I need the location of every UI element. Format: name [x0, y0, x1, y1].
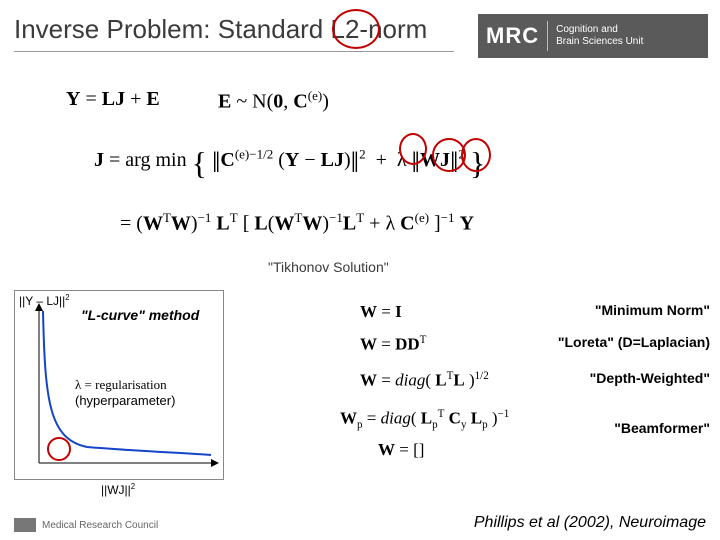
w-eq-beamformer-a: Wp = diag( LpT Cy Lp )−1 [340, 408, 509, 431]
w-eq-loreta: W = DDT [360, 334, 426, 355]
highlight-ellipse-exponent2 [399, 133, 427, 165]
w-label-beamformer: "Beamformer" [560, 420, 710, 436]
mrc-subtitle: Cognition and Brain Sciences Unit [548, 24, 651, 48]
y-axis-arrow [35, 303, 43, 311]
footer-mrc: Medical Research Council [14, 518, 158, 532]
w-label-depth: "Depth-Weighted" [560, 370, 710, 386]
citation: Phillips et al (2002), Neuroimage [474, 514, 706, 532]
w-label-minimum-norm: "Minimum Norm" [560, 302, 710, 318]
lcurve-panel: ||Y – LJ||2 "L-curve" method λ = regular… [14, 290, 224, 480]
lcurve-line [43, 311, 211, 455]
mrc-badge: MRC Cognition and Brain Sciences Unit [478, 14, 708, 58]
w-eq-minimum-norm: W = I [360, 302, 402, 322]
mrc-logo-text: MRC [478, 23, 547, 49]
footer-logo-icon [14, 518, 36, 532]
w-label-loreta: "Loreta" (D=Laplacian) [530, 334, 710, 350]
title-underline [14, 51, 454, 52]
w-eq-beamformer-b: W = [] [378, 440, 424, 460]
tikhonov-label: "Tikhonov Solution" [268, 259, 389, 275]
equation-model: Y = LJ + E [66, 88, 160, 111]
equation-solution: = (WTW)−1 LT [ L(WTW)−1LT + λ C(e) ]−1 Y [120, 210, 474, 236]
lcurve-chart [15, 291, 225, 481]
equation-noise: E ~ N(0, C(e)) [218, 88, 329, 114]
lcurve-optimal-circle [47, 437, 71, 461]
footer-text: Medical Research Council [42, 520, 158, 531]
highlight-ellipse-w [461, 138, 491, 172]
highlight-ellipse-l2 [332, 9, 380, 49]
lcurve-x-axis-label: ||WJ||2 [101, 482, 135, 497]
mrc-sub2: Brain Sciences Unit [556, 36, 643, 47]
w-eq-depth: W = diag( LTL )1/2 [360, 370, 489, 391]
mrc-sub1: Cognition and [556, 24, 618, 35]
x-axis-arrow [211, 459, 219, 467]
